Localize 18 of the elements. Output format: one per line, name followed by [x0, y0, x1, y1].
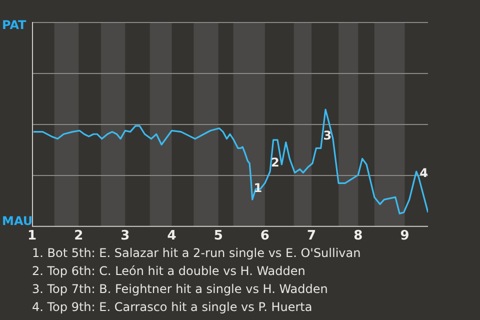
x-tick-label: 8 — [354, 228, 363, 244]
x-tick-label: 1 — [27, 228, 37, 244]
text: 2. Top 6th: C. León hit a double vs H. Wadden — [32, 263, 306, 280]
x-tick-label: 6 — [260, 228, 270, 244]
x-tick-label: 9 — [400, 228, 410, 244]
text: 3. Top 7th: B. Feightner hit a single vs H. Wadden — [32, 281, 329, 298]
text: 4. Top 9th: E. Carrasco hit a single vs P. Huerta — [32, 299, 314, 316]
annotation: 4 — [420, 166, 428, 180]
text: 1. Bot 5th: E. Salazar hit a 2-run single vs E. O'Sullivan — [32, 245, 361, 262]
x-tick-label: 3 — [120, 228, 130, 244]
x-tick-label: 2 — [74, 228, 84, 244]
text: PAT — [2, 18, 26, 32]
annotation: 2 — [271, 155, 280, 170]
x-tick-label: 4 — [167, 228, 176, 244]
x-tick-label: 7 — [307, 228, 316, 244]
x-tick-label: 5 — [214, 228, 223, 244]
annotation: 3 — [323, 128, 332, 143]
annotation: MAU — [2, 214, 33, 228]
